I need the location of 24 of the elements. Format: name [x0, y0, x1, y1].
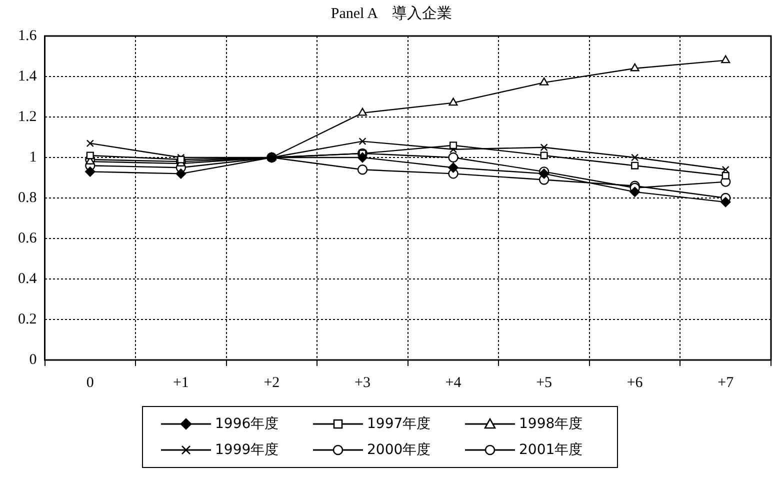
legend-label: 1996年度	[215, 415, 279, 433]
legend-label: 1999年度	[215, 441, 279, 459]
y-tick-label: 1.2	[18, 108, 37, 125]
y-tick-label: 1.6	[18, 28, 38, 44]
x-tick-label: 0	[86, 374, 94, 391]
legend-label: 1997年度	[367, 415, 431, 433]
x-tick-label: +5	[536, 374, 552, 391]
legend-label: 2001年度	[519, 441, 583, 459]
x-tick-label: +2	[264, 374, 280, 391]
y-tick-label: 0	[29, 352, 37, 368]
x-tick-label: +7	[718, 374, 734, 391]
y-tick-label: 0.2	[18, 311, 37, 328]
y-tick-label: 1	[29, 149, 37, 166]
y-tick-label: 0.6	[18, 230, 38, 246]
chart-title: Panel A 導入企業	[330, 4, 454, 23]
y-tick-label: 0.8	[18, 190, 37, 206]
x-tick-label: +1	[172, 374, 189, 391]
x-tick-label: +4	[445, 374, 462, 391]
y-tick-label: 0.4	[18, 270, 38, 287]
x-tick-label: +6	[626, 374, 644, 391]
legend-label: 2000年度	[367, 441, 431, 459]
legend-label: 1998年度	[519, 415, 583, 433]
x-tick-label: +3	[354, 374, 370, 391]
y-tick-label: 1.4	[18, 68, 38, 84]
